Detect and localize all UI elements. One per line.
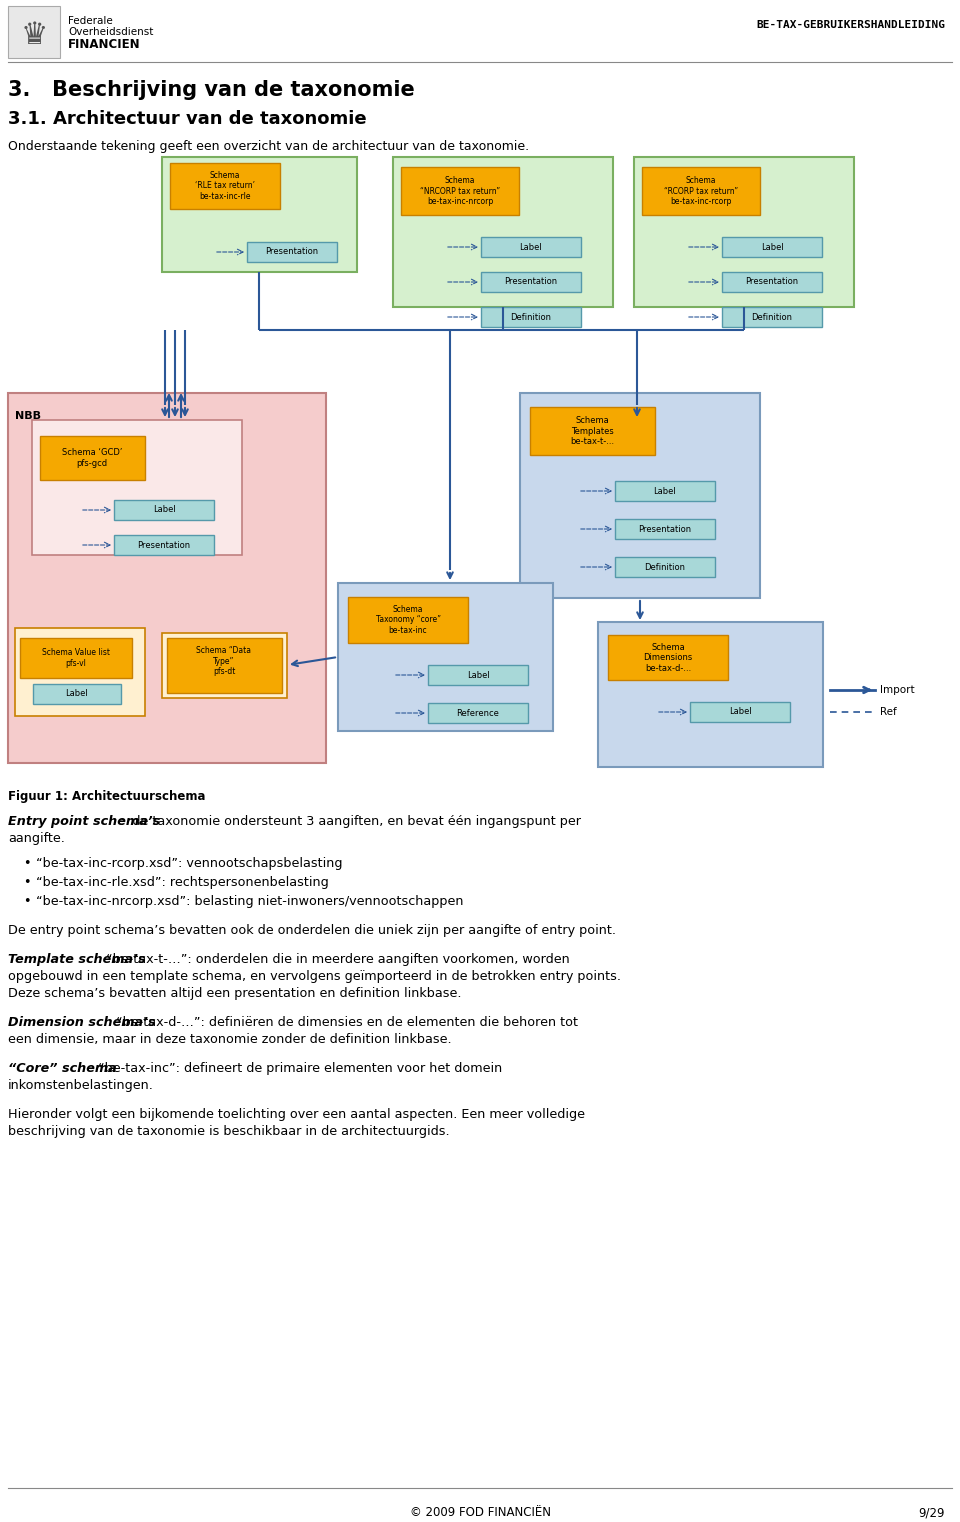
Text: Label: Label	[519, 242, 542, 251]
Text: Schema
Taxonomy “core”
be-tax-inc: Schema Taxonomy “core” be-tax-inc	[375, 606, 441, 635]
Text: Label: Label	[729, 708, 752, 717]
Bar	[348, 597, 468, 642]
Bar	[608, 635, 728, 680]
Text: NBB: NBB	[15, 411, 41, 422]
Text: Reference: Reference	[457, 709, 499, 717]
Bar	[428, 703, 528, 723]
Text: “be-tax-inc-rcorp.xsd”: vennootschapsbelasting: “be-tax-inc-rcorp.xsd”: vennootschapsbel…	[36, 857, 343, 871]
Text: •: •	[23, 857, 31, 871]
Bar	[481, 272, 581, 292]
Text: Schema
Dimensions
be-tax-d-...: Schema Dimensions be-tax-d-...	[643, 644, 692, 673]
Text: Dimension schema’s: Dimension schema’s	[8, 1017, 156, 1029]
Text: Hieronder volgt een bijkomende toelichting over een aantal aspecten. Een meer vo: Hieronder volgt een bijkomende toelichti…	[8, 1108, 585, 1122]
Text: Definition: Definition	[644, 563, 685, 571]
Text: Label: Label	[467, 671, 490, 679]
Text: Overheidsdienst: Overheidsdienst	[68, 27, 154, 37]
Text: 3.1. Architectuur van de taxonomie: 3.1. Architectuur van de taxonomie	[8, 110, 367, 128]
Bar	[615, 557, 715, 577]
Text: Entry point schema’s: Entry point schema’s	[8, 814, 160, 828]
Text: Presentation: Presentation	[745, 277, 799, 286]
Text: “be-tax-inc-nrcorp.xsd”: belasting niet-inwoners/vennootschappen: “be-tax-inc-nrcorp.xsd”: belasting niet-…	[36, 895, 464, 909]
Text: “be-tax-inc-rle.xsd”: rechtspersonenbelasting: “be-tax-inc-rle.xsd”: rechtspersonenbela…	[36, 877, 328, 889]
Bar	[598, 622, 823, 767]
Text: Schema
“RCORP tax return”
be-tax-inc-rcorp: Schema “RCORP tax return” be-tax-inc-rco…	[664, 177, 738, 205]
Bar	[15, 629, 145, 715]
Text: Figuur 1: Architectuurschema: Figuur 1: Architectuurschema	[8, 790, 205, 804]
Text: Presentation: Presentation	[265, 248, 319, 257]
Bar	[32, 420, 242, 556]
Text: een dimensie, maar in deze taxonomie zonder de definition linkbase.: een dimensie, maar in deze taxonomie zon…	[8, 1033, 451, 1046]
Text: Presentation: Presentation	[504, 277, 558, 286]
Text: beschrijving van de taxonomie is beschikbaar in de architectuurgids.: beschrijving van de taxonomie is beschik…	[8, 1125, 449, 1138]
Text: •: •	[23, 895, 31, 909]
Text: Label: Label	[760, 242, 783, 251]
Text: 9/29: 9/29	[919, 1505, 945, 1519]
Text: Template schema’s: Template schema’s	[8, 953, 146, 966]
Bar	[615, 481, 715, 501]
Bar	[642, 167, 760, 215]
Bar	[170, 163, 280, 209]
Bar	[530, 406, 655, 455]
Text: “be-tax-d-…”: definiëren de dimensies en de elementen die behoren tot: “be-tax-d-…”: definiëren de dimensies en…	[116, 1017, 578, 1029]
Text: “Core” schema: “Core” schema	[8, 1062, 117, 1075]
Bar	[114, 501, 214, 521]
Text: Schema ‘GCD’
pfs-gcd: Schema ‘GCD’ pfs-gcd	[61, 449, 122, 467]
Text: “be-tax-t-…”: onderdelen die in meerdere aangiften voorkomen, worden: “be-tax-t-…”: onderdelen die in meerdere…	[106, 953, 569, 966]
Text: Presentation: Presentation	[137, 540, 191, 549]
Text: Schema Value list
pfs-vl: Schema Value list pfs-vl	[42, 648, 110, 668]
Text: Federale: Federale	[68, 17, 112, 26]
Bar	[722, 272, 822, 292]
Text: ♛: ♛	[20, 20, 48, 50]
Bar	[428, 665, 528, 685]
Bar	[690, 702, 790, 721]
Text: Presentation: Presentation	[638, 525, 691, 534]
Text: Label: Label	[65, 689, 88, 699]
Text: Schema
Templates
be-tax-t-...: Schema Templates be-tax-t-...	[570, 416, 614, 446]
Text: Deze schema’s bevatten altijd een presentation en definition linkbase.: Deze schema’s bevatten altijd een presen…	[8, 986, 462, 1000]
Bar	[40, 435, 145, 479]
Bar	[401, 167, 519, 215]
Bar	[167, 638, 282, 693]
Bar	[114, 536, 214, 556]
Text: BE-TAX-GEBRUIKERSHANDLEIDING: BE-TAX-GEBRUIKERSHANDLEIDING	[756, 20, 945, 30]
Bar	[33, 683, 121, 705]
Text: Schema
‘RLE tax return’
be-tax-inc-rle: Schema ‘RLE tax return’ be-tax-inc-rle	[195, 170, 255, 201]
Text: :  de taxonomie ondersteunt 3 aangiften, en bevat één ingangspunt per: : de taxonomie ondersteunt 3 aangiften, …	[120, 814, 581, 828]
Text: De entry point schema’s bevatten ook de onderdelen die uniek zijn per aangifte o: De entry point schema’s bevatten ook de …	[8, 924, 616, 938]
Text: FINANCIEN: FINANCIEN	[68, 38, 140, 52]
Text: Definition: Definition	[752, 312, 793, 321]
Text: “be-tax-inc”: defineert de primaire elementen voor het domein: “be-tax-inc”: defineert de primaire elem…	[90, 1062, 502, 1075]
Bar	[722, 237, 822, 257]
Text: inkomstenbelastingen.: inkomstenbelastingen.	[8, 1079, 154, 1091]
Text: Schema
“NRCORP tax return”
be-tax-inc-nrcorp: Schema “NRCORP tax return” be-tax-inc-nr…	[420, 177, 500, 205]
Bar	[162, 633, 287, 699]
Text: Import: Import	[880, 685, 915, 696]
Bar	[8, 6, 60, 58]
Text: Onderstaande tekening geeft een overzicht van de architectuur van de taxonomie.: Onderstaande tekening geeft een overzich…	[8, 140, 529, 154]
Bar	[481, 307, 581, 327]
Bar	[247, 242, 337, 262]
Bar	[481, 237, 581, 257]
Text: aangifte.: aangifte.	[8, 833, 65, 845]
Text: Schema “Data
Type”
pfs-dt: Schema “Data Type” pfs-dt	[197, 647, 252, 676]
Text: Label: Label	[153, 505, 176, 514]
Text: © 2009 FOD FINANCIËN: © 2009 FOD FINANCIËN	[410, 1505, 550, 1519]
Text: Ref: Ref	[880, 708, 897, 717]
Bar	[20, 638, 132, 677]
Bar	[162, 157, 357, 272]
Bar	[393, 157, 613, 307]
Bar	[615, 519, 715, 539]
Bar	[8, 393, 326, 763]
Bar	[634, 157, 854, 307]
Bar	[520, 393, 760, 598]
Text: 3.   Beschrijving van de taxonomie: 3. Beschrijving van de taxonomie	[8, 81, 415, 100]
Bar	[722, 307, 822, 327]
Text: •: •	[23, 877, 31, 889]
Text: opgebouwd in een template schema, en vervolgens geïmporteerd in de betrokken ent: opgebouwd in een template schema, en ver…	[8, 970, 621, 983]
Text: Definition: Definition	[511, 312, 551, 321]
Bar	[338, 583, 553, 731]
Text: Label: Label	[654, 487, 677, 496]
